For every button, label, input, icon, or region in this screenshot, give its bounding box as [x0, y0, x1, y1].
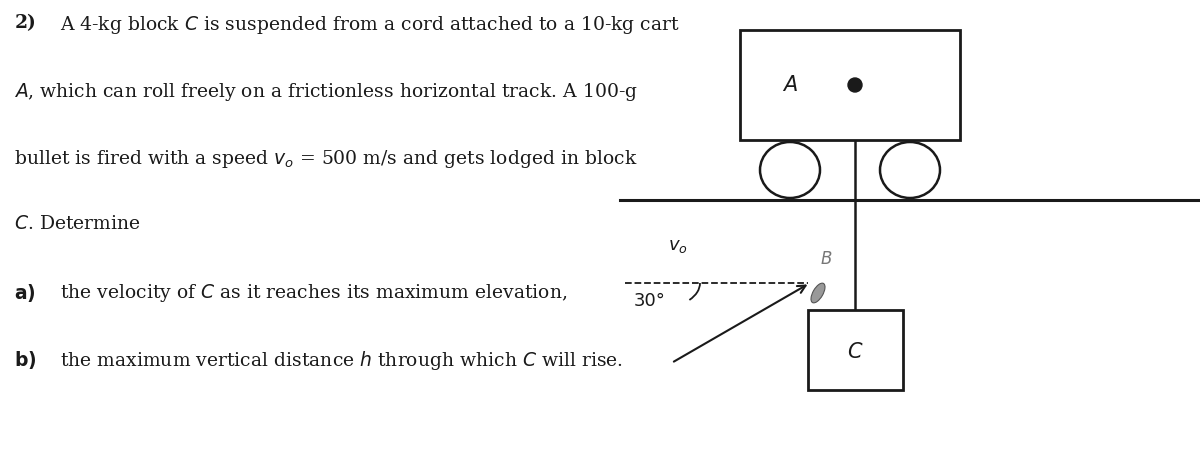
Text: 2): 2)	[14, 14, 36, 32]
Text: $\mathbf{a)}$: $\mathbf{a)}$	[14, 282, 36, 304]
Text: the maximum vertical distance $h$ through which $C$ will rise.: the maximum vertical distance $h$ throug…	[60, 349, 623, 372]
Text: $A$: $A$	[782, 75, 798, 95]
Bar	[808, 310, 904, 390]
Bar	[740, 30, 960, 140]
Text: the velocity of $C$ as it reaches its maximum elevation,: the velocity of $C$ as it reaches its ma…	[60, 282, 568, 304]
Text: $C$. Determine: $C$. Determine	[14, 215, 142, 233]
Text: A 4-kg block $C$ is suspended from a cord attached to a 10-kg cart: A 4-kg block $C$ is suspended from a cor…	[60, 14, 680, 36]
Ellipse shape	[760, 142, 820, 198]
Text: $A$, which can roll freely on a frictionless horizontal track. A 100-g: $A$, which can roll freely on a friction…	[14, 81, 638, 103]
Text: $\mathbf{b)}$: $\mathbf{b)}$	[14, 349, 37, 371]
Text: 30°: 30°	[634, 292, 666, 310]
Circle shape	[848, 78, 862, 92]
Ellipse shape	[880, 142, 940, 198]
Text: $C$: $C$	[847, 342, 863, 362]
Text: bullet is fired with a speed $v_o$ = 500 m/s and gets lodged in block: bullet is fired with a speed $v_o$ = 500…	[14, 148, 638, 170]
Ellipse shape	[811, 283, 826, 303]
Text: $B$: $B$	[820, 250, 833, 268]
Text: $v_o$: $v_o$	[668, 237, 688, 255]
